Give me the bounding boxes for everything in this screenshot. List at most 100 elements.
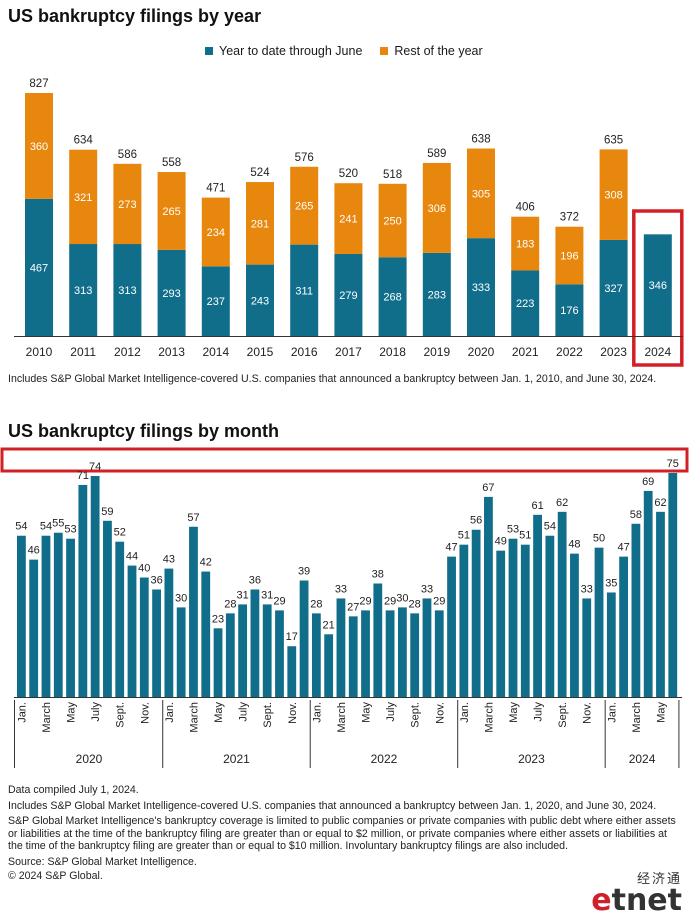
label-month-27: 27 — [347, 601, 359, 613]
bar-rest-2019 — [422, 162, 451, 253]
label-ytd-2020: 333 — [472, 282, 490, 294]
tick-month-0: Jan. — [16, 702, 28, 723]
bar-month-8 — [115, 541, 125, 697]
tick-month-24: Jan. — [311, 702, 323, 723]
tick-month-50: March — [631, 702, 643, 733]
label-month-33: 33 — [421, 583, 433, 595]
label-month-10: 40 — [138, 563, 150, 575]
label-month-23: 39 — [298, 566, 310, 578]
bar-month-25 — [324, 634, 334, 697]
note-coverage: Includes S&P Global Market Intelligence-… — [8, 799, 657, 812]
label-month-1: 46 — [28, 545, 40, 557]
note-copyright: © 2024 S&P Global. — [8, 869, 103, 882]
tick-month-6: July — [90, 702, 102, 722]
tick-month-22: Nov. — [287, 702, 299, 724]
tick-month-36: Jan. — [459, 702, 471, 723]
label-total-2013: 558 — [162, 157, 181, 169]
label-month-29: 38 — [372, 569, 384, 581]
legend-swatch-ytd — [205, 47, 213, 55]
bar-month-48 — [606, 592, 616, 697]
label-month-17: 28 — [224, 598, 236, 610]
tick-month-18: July — [238, 702, 250, 722]
bar-ytd-2016 — [290, 244, 319, 336]
label-month-40: 53 — [507, 524, 519, 536]
label-month-12: 43 — [163, 554, 175, 566]
tick-2018: 2018 — [379, 345, 406, 359]
note-source: Source: S&P Global Market Intelligence. — [8, 855, 197, 868]
legend-label-rest: Rest of the year — [394, 44, 483, 58]
bar-month-12 — [164, 568, 174, 697]
legend-swatch-rest — [380, 47, 389, 55]
bar-month-18 — [238, 604, 248, 697]
tick-month-42: July — [533, 702, 545, 722]
tick-2019: 2019 — [423, 345, 450, 359]
tick-2010: 2010 — [26, 345, 53, 359]
bar-month-43 — [545, 535, 555, 697]
yearly-chart: 467 360 827 2010 313 321 634 2011 313 273 586 2012 2… — [14, 78, 684, 367]
label-rest-2015: 281 — [251, 218, 269, 230]
label-month-46: 33 — [581, 583, 593, 595]
label-month-51: 69 — [642, 476, 654, 488]
label-month-42: 61 — [531, 500, 543, 512]
tick-month-26: March — [336, 702, 348, 733]
label-rest-2023: 308 — [604, 190, 622, 202]
label-ytd-2016: 311 — [295, 285, 313, 297]
legend-label-ytd: Year to date through June — [219, 44, 363, 58]
label-total-2021: 406 — [516, 202, 535, 214]
bar-month-38 — [484, 496, 493, 697]
note-date: Data compiled July 1, 2024. — [8, 784, 139, 796]
tick-month-28: May — [361, 702, 373, 723]
bar-month-4 — [66, 538, 75, 697]
label-rest-2018: 250 — [383, 216, 401, 228]
bar-ytd-2018 — [378, 257, 407, 336]
year-label-2023: 2023 — [518, 752, 545, 766]
tick-2022: 2022 — [556, 345, 583, 359]
tick-month-48: Jan. — [606, 702, 618, 723]
bar-month-46 — [582, 598, 592, 697]
bar-month-22 — [287, 646, 297, 697]
label-month-11: 36 — [150, 574, 162, 586]
chart-title-monthly: US bankruptcy filings by month — [8, 421, 280, 441]
label-ytd-2024: 346 — [649, 280, 667, 292]
bar-month-34 — [434, 610, 444, 697]
tick-month-32: Sept. — [410, 702, 422, 728]
label-total-2017: 520 — [339, 168, 358, 180]
legend-item-rest: Rest of the year — [380, 44, 483, 58]
tick-month-46: Nov. — [582, 702, 594, 724]
bar-month-35 — [447, 556, 456, 697]
highlight-box-top-row — [0, 447, 689, 473]
label-month-5: 71 — [77, 470, 89, 482]
bar-month-21 — [275, 610, 284, 697]
tick-month-20: Sept. — [262, 702, 274, 728]
bar-month-13 — [176, 607, 186, 697]
bar-month-37 — [471, 529, 481, 697]
bar-ytd-2014 — [201, 266, 230, 336]
label-month-36: 51 — [458, 530, 470, 542]
label-month-9: 44 — [126, 551, 138, 563]
bar-month-26 — [336, 598, 346, 697]
label-rest-2017: 241 — [339, 214, 357, 226]
tick-2024: 2024 — [644, 345, 671, 359]
year-label-2020: 2020 — [76, 752, 103, 766]
bar-month-9 — [127, 565, 137, 697]
tick-month-16: May — [213, 702, 225, 723]
bar-month-1 — [29, 559, 39, 697]
bar-month-16 — [213, 628, 223, 697]
tick-month-40: May — [508, 702, 520, 723]
label-month-35: 47 — [445, 542, 457, 554]
tick-2012: 2012 — [114, 345, 141, 359]
label-total-2018: 518 — [383, 169, 402, 181]
bar-month-45 — [570, 553, 579, 697]
label-month-41: 51 — [519, 530, 531, 542]
label-month-16: 23 — [212, 613, 224, 625]
label-month-4: 53 — [64, 524, 76, 536]
highlight-box-2024 — [632, 209, 684, 367]
label-month-22: 17 — [286, 631, 298, 643]
label-month-48: 35 — [605, 577, 617, 589]
bar-month-10 — [139, 577, 149, 697]
label-month-39: 49 — [495, 536, 507, 548]
label-month-26: 33 — [335, 583, 347, 595]
bar-month-36 — [459, 544, 469, 697]
label-month-50: 58 — [630, 509, 642, 521]
bar-month-20 — [262, 604, 272, 697]
